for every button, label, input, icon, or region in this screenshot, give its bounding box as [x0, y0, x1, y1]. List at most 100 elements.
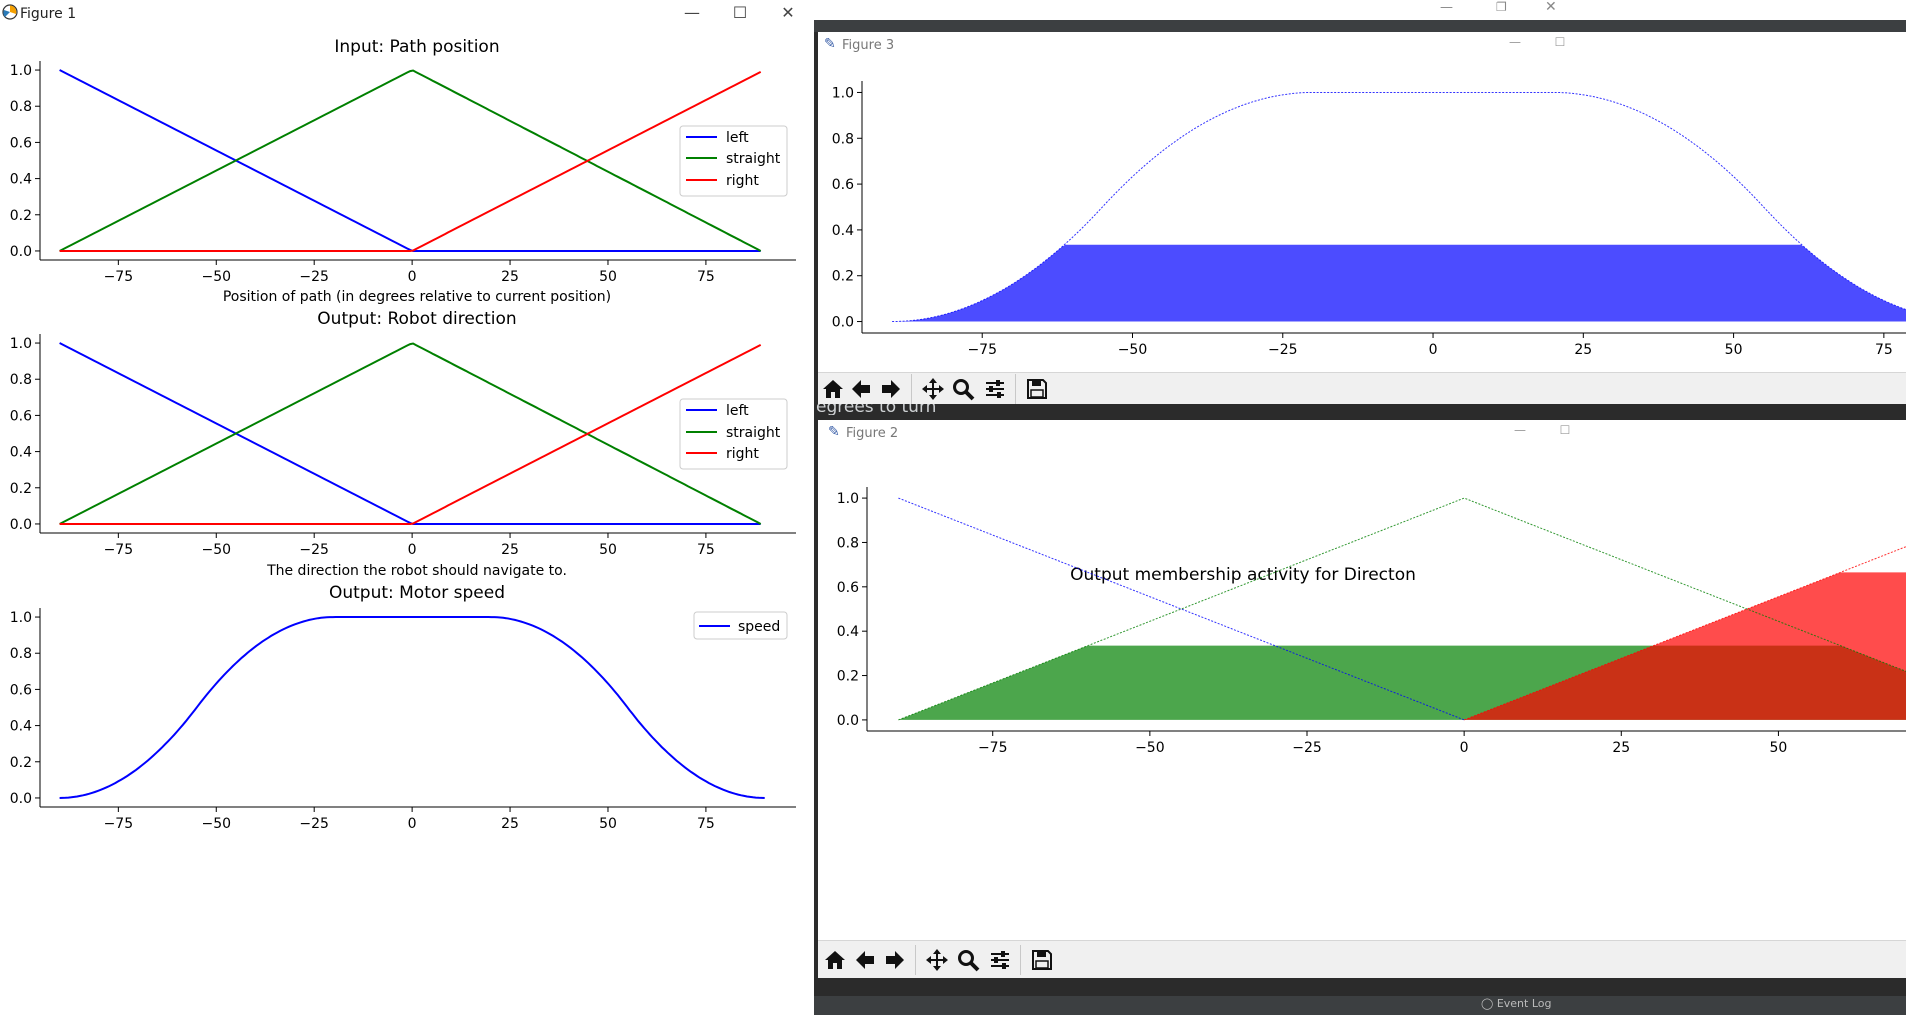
app-icon	[2, 4, 18, 20]
pan-button[interactable]	[922, 945, 952, 975]
x-tick-label: −50	[201, 269, 231, 285]
home-icon	[825, 951, 845, 969]
x-tick-label: 50	[599, 269, 617, 285]
series-right-fill	[1464, 572, 1906, 720]
figure-2-canvas: Output membership activity for Directon …	[837, 487, 1906, 756]
legend-right: right	[726, 173, 759, 189]
y-tick-label: 0.6	[10, 682, 32, 698]
series-right-line	[1463, 546, 1906, 721]
x-tick-label: 50	[599, 542, 617, 558]
arrow-right-icon	[882, 380, 900, 398]
y-tick-label: 1.0	[10, 336, 32, 352]
close-button[interactable]: ✕	[781, 3, 795, 22]
x-tick-label: −50	[1118, 342, 1148, 358]
x-tick-label: 0	[408, 269, 417, 285]
configure-subplots-button[interactable]	[980, 374, 1010, 404]
x-tick-label: −25	[1292, 740, 1322, 756]
legend-speed: speed	[738, 619, 780, 635]
sliders-icon	[986, 380, 1004, 398]
chart-title: Output: Robot direction	[317, 309, 516, 329]
series-speed-line	[892, 92, 1906, 322]
chart-robot-direction: Output: Robot direction −75 −50 −25 0 25 50 75…	[10, 309, 796, 579]
series-speed-line	[59, 616, 765, 799]
legend: speed	[693, 611, 788, 640]
back-button[interactable]	[850, 945, 880, 975]
figure-3-titlebar[interactable]: ✎ Figure 3 — ☐	[818, 32, 1906, 60]
x-tick-label: −25	[299, 542, 329, 558]
x-tick-label: 25	[501, 542, 519, 558]
y-tick-label: 1.0	[10, 610, 32, 626]
feather-icon: ✎	[824, 36, 836, 52]
figure-2-titlebar[interactable]: ✎ Figure 2 — ☐	[818, 420, 1906, 448]
toolbar-separator	[915, 945, 916, 975]
back-button[interactable]	[846, 374, 876, 404]
figure-1-titlebar[interactable]: Figure 1 — ☐ ✕	[0, 0, 814, 28]
save-button[interactable]	[1027, 945, 1057, 975]
minimize-button[interactable]: —	[1514, 423, 1526, 437]
home-button[interactable]	[820, 945, 850, 975]
maximize-button[interactable]: ☐	[1559, 423, 1571, 437]
event-log-label: Event Log	[1496, 997, 1552, 1010]
x-tick-label: −50	[201, 816, 231, 832]
x-tick-label: 75	[1875, 342, 1893, 358]
y-tick-label: 0.2	[10, 755, 32, 771]
window-title: Figure 2	[846, 426, 899, 441]
restore-icon[interactable]: ❐	[1496, 0, 1507, 14]
figure-3-canvas: −75 −50 −25 0 25 50 75 0.0 0.2 0.4 0.6 0.8 1.0	[832, 81, 1906, 358]
event-log-link[interactable]: ◯ Event Log	[1481, 997, 1552, 1010]
navigation-toolbar	[818, 372, 1906, 404]
floppy-disk-icon	[1027, 379, 1047, 399]
chart-title: Output: Motor speed	[329, 583, 505, 603]
home-button[interactable]	[818, 374, 848, 404]
y-tick-label: 1.0	[10, 63, 32, 79]
x-tick-label: −75	[978, 740, 1008, 756]
y-tick-label: 0.6	[837, 580, 859, 596]
legend-left: left	[726, 403, 749, 419]
move-icon	[926, 949, 948, 971]
background-status-bar: ◯ Event Log	[814, 996, 1906, 1015]
figure-1-canvas: Input: Path position −75 −50 −25 0 25 50 75 0.0…	[10, 37, 796, 832]
series-right-line	[59, 71, 762, 252]
magnifier-icon	[958, 950, 980, 972]
chart-motor-speed: Output: Motor speed −75 −50 −25 0 25 50 75 0.0 0…	[10, 583, 796, 832]
window-title: Figure 3	[842, 38, 895, 53]
minimize-icon[interactable]: —	[1440, 0, 1453, 15]
magnifier-icon	[953, 379, 975, 401]
background-ide-band	[814, 20, 1906, 32]
y-tick-label: 0.8	[837, 535, 859, 551]
toolbar-separator	[1020, 945, 1021, 975]
floppy-disk-icon	[1032, 950, 1052, 970]
x-axis-label: Position of path (in degrees relative to…	[223, 289, 611, 305]
maximize-button[interactable]: ☐	[1554, 35, 1566, 49]
y-tick-label: 0.0	[10, 791, 32, 807]
y-tick-label: 0.6	[832, 177, 854, 193]
configure-subplots-button[interactable]	[985, 945, 1015, 975]
y-tick-label: 0.4	[832, 223, 854, 239]
move-icon	[922, 378, 944, 400]
x-tick-label: −75	[104, 269, 134, 285]
sliders-icon	[991, 951, 1009, 969]
x-tick-label: 75	[697, 816, 715, 832]
legend-left: left	[726, 130, 749, 146]
x-tick-label: 75	[697, 269, 715, 285]
arrow-left-icon	[852, 380, 870, 398]
minimize-button[interactable]: —	[684, 3, 700, 22]
pan-button[interactable]	[918, 374, 948, 404]
y-tick-label: 0.8	[10, 646, 32, 662]
forward-button[interactable]	[876, 374, 906, 404]
y-tick-label: 0.4	[10, 445, 32, 461]
chart-title: Input: Path position	[334, 37, 499, 57]
save-button[interactable]	[1022, 374, 1052, 404]
minimize-button[interactable]: —	[1509, 35, 1521, 49]
zoom-button[interactable]	[948, 374, 978, 404]
forward-button[interactable]	[880, 945, 910, 975]
series-left-line	[59, 69, 761, 252]
close-icon[interactable]: ✕	[1545, 0, 1557, 15]
legend-straight: straight	[726, 425, 781, 441]
maximize-button[interactable]: ☐	[732, 3, 748, 22]
y-tick-label: 0.2	[10, 208, 32, 224]
x-tick-label: −75	[104, 816, 134, 832]
zoom-button[interactable]	[953, 945, 983, 975]
x-tick-label: −75	[967, 342, 997, 358]
x-tick-label: 0	[1429, 342, 1438, 358]
